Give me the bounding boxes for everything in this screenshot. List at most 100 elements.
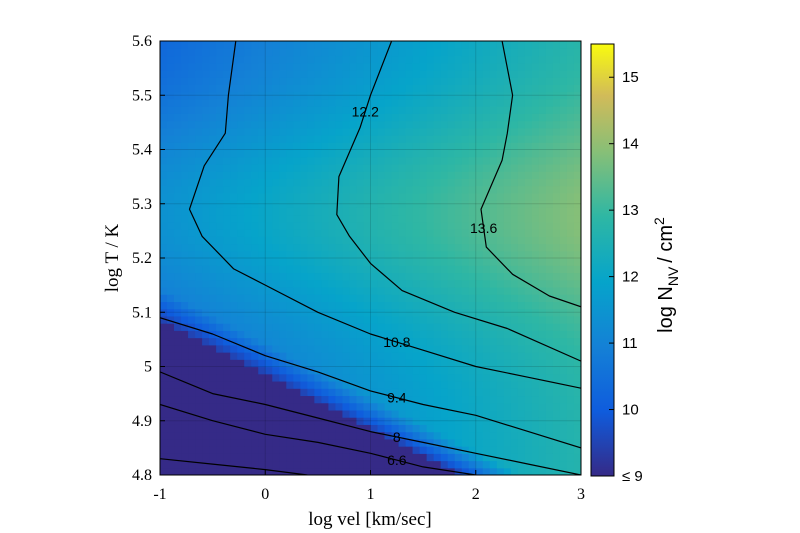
- heatmap-cell: [398, 446, 407, 454]
- heatmap-cell: [265, 265, 273, 274]
- heatmap-cell: [181, 424, 189, 433]
- heatmap-cell: [489, 149, 498, 158]
- heatmap-cell: [279, 323, 287, 331]
- heatmap-cell: [503, 380, 512, 389]
- heatmap-cell: [440, 48, 449, 57]
- heatmap-cell: [363, 359, 372, 368]
- heatmap-cell: [314, 337, 322, 346]
- heatmap-cell: [349, 308, 358, 317]
- heatmap-cell: [307, 467, 315, 475]
- heatmap-cell: [573, 258, 581, 266]
- heatmap-cell: [496, 91, 505, 100]
- heatmap-cell: [447, 380, 456, 389]
- heatmap-cell: [531, 344, 540, 353]
- heatmap-cell: [531, 431, 540, 440]
- heatmap-cell: [496, 48, 505, 57]
- heatmap-cell: [426, 106, 435, 114]
- heatmap-cell: [447, 91, 456, 100]
- heatmap-cell: [181, 344, 189, 353]
- heatmap-cell: [517, 366, 526, 375]
- heatmap-cell: [209, 272, 217, 281]
- heatmap-cell: [265, 236, 273, 245]
- heatmap-cell: [321, 308, 329, 317]
- heatmap-cell: [468, 330, 477, 339]
- heatmap-cell: [279, 359, 287, 368]
- heatmap-cell: [461, 236, 470, 245]
- heatmap-cell: [223, 395, 231, 404]
- heatmap-cell: [230, 337, 238, 346]
- heatmap-cell: [377, 178, 386, 187]
- heatmap-cell: [265, 373, 273, 382]
- heatmap-cell: [356, 142, 365, 151]
- heatmap-cell: [524, 409, 533, 418]
- heatmap-cell: [405, 330, 414, 339]
- heatmap-cell: [566, 185, 575, 194]
- heatmap-cell: [160, 431, 168, 440]
- heatmap-cell: [412, 192, 421, 201]
- heatmap-cell: [335, 460, 344, 469]
- heatmap-cell: [496, 250, 505, 259]
- heatmap-cell: [244, 200, 252, 208]
- heatmap-cell: [209, 106, 217, 114]
- heatmap-cell: [286, 402, 294, 411]
- heatmap-cell: [363, 200, 372, 208]
- heatmap-cell: [503, 438, 512, 447]
- heatmap-cell: [370, 409, 379, 418]
- heatmap-cell: [258, 84, 266, 93]
- heatmap-cell: [405, 373, 414, 382]
- heatmap-cell: [356, 380, 365, 389]
- heatmap-cell: [384, 265, 393, 274]
- heatmap-cell: [475, 135, 484, 143]
- heatmap-cell: [237, 178, 245, 187]
- heatmap-cell: [230, 236, 238, 245]
- heatmap-cell: [447, 373, 456, 382]
- heatmap-cell: [566, 98, 575, 107]
- heatmap-cell: [258, 106, 266, 114]
- heatmap-cell: [384, 453, 393, 462]
- heatmap-cell: [503, 446, 512, 454]
- heatmap-cell: [468, 98, 477, 107]
- heatmap-cell: [412, 388, 421, 397]
- heatmap-cell: [314, 62, 322, 71]
- heatmap-cell: [517, 286, 526, 295]
- heatmap-cell: [482, 120, 491, 129]
- heatmap-cell: [244, 424, 252, 433]
- heatmap-cell: [321, 55, 329, 64]
- heatmap-cell: [538, 178, 547, 187]
- heatmap-cell: [384, 62, 393, 71]
- heatmap-cell: [349, 438, 358, 447]
- heatmap-cell: [293, 446, 301, 454]
- heatmap-cell: [356, 402, 365, 411]
- heatmap-cell: [398, 207, 407, 216]
- heatmap-cell: [377, 409, 386, 418]
- heatmap-cell: [188, 236, 196, 245]
- heatmap-cell: [363, 402, 372, 411]
- heatmap-cell: [237, 279, 245, 288]
- heatmap-cell: [223, 301, 231, 310]
- heatmap-cell: [545, 142, 554, 151]
- heatmap-cell: [482, 55, 491, 64]
- heatmap-cell: [286, 380, 294, 389]
- heatmap-cell: [440, 236, 449, 245]
- heatmap-cell: [496, 380, 505, 389]
- heatmap-cell: [405, 359, 414, 368]
- heatmap-cell: [573, 69, 581, 78]
- heatmap-cell: [468, 41, 477, 49]
- heatmap-cell: [426, 352, 435, 360]
- heatmap-cell: [566, 395, 575, 404]
- heatmap-cell: [517, 467, 526, 475]
- heatmap-cell: [384, 207, 393, 216]
- heatmap-cell: [545, 417, 554, 425]
- heatmap-cell: [524, 91, 533, 100]
- heatmap-cell: [496, 308, 505, 317]
- heatmap-cell: [272, 41, 280, 49]
- heatmap-cell: [468, 221, 477, 230]
- heatmap-cell: [160, 62, 168, 71]
- heatmap-cell: [286, 431, 294, 440]
- heatmap-cell: [503, 279, 512, 288]
- heatmap-cell: [412, 279, 421, 288]
- heatmap-cell: [237, 460, 245, 469]
- heatmap-cell: [496, 185, 505, 194]
- heatmap-cell: [244, 192, 252, 201]
- heatmap-cell: [335, 265, 344, 274]
